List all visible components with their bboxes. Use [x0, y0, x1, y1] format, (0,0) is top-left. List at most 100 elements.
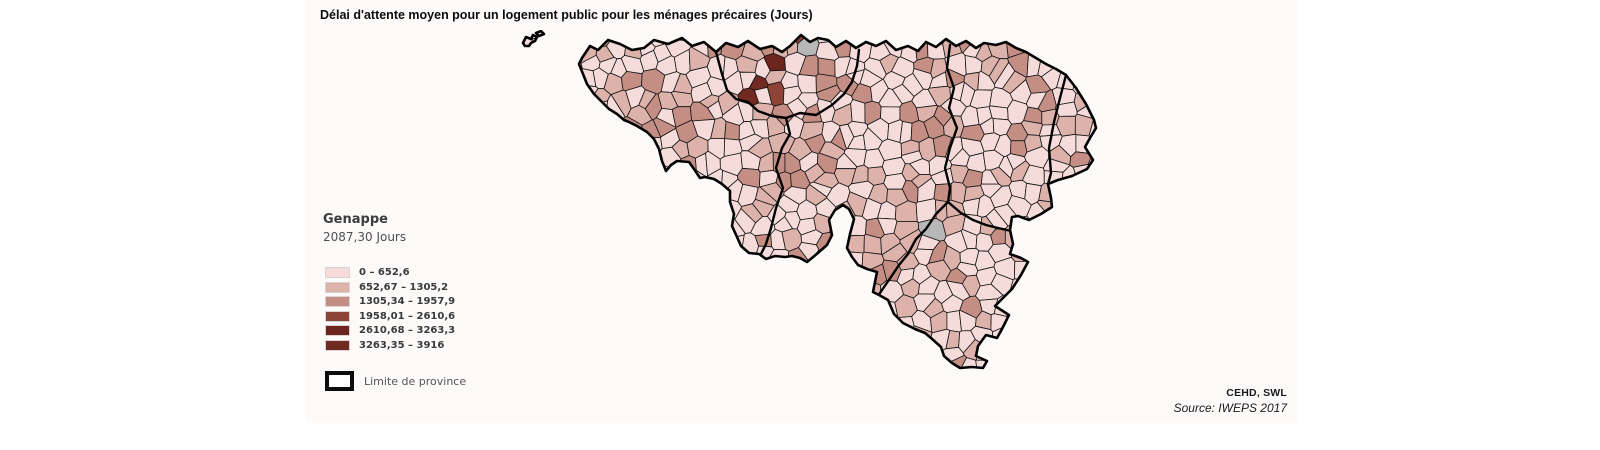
commune-cell[interactable]	[676, 200, 700, 222]
commune-cell[interactable]	[834, 328, 859, 347]
commune-cell[interactable]	[520, 89, 535, 115]
commune-cell[interactable]	[850, 363, 866, 370]
commune-cell[interactable]	[668, 331, 689, 352]
commune-cell[interactable]	[967, 30, 993, 44]
commune-cell[interactable]	[520, 181, 539, 202]
commune-cell[interactable]	[624, 216, 639, 242]
commune-cell[interactable]	[520, 101, 536, 120]
commune-cell[interactable]	[895, 30, 918, 47]
commune-cell[interactable]	[782, 311, 804, 333]
commune-cell[interactable]	[565, 247, 584, 266]
commune-cell[interactable]	[1087, 196, 1100, 214]
commune-cell[interactable]	[730, 30, 763, 42]
commune-cell[interactable]	[653, 264, 672, 283]
commune-cell[interactable]	[620, 293, 643, 318]
commune-cell[interactable]	[676, 179, 696, 202]
commune-cell[interactable]	[685, 248, 706, 272]
commune-cell[interactable]	[818, 260, 842, 277]
commune-cell[interactable]	[621, 341, 645, 366]
commune-cell[interactable]	[802, 312, 823, 334]
commune-cell[interactable]	[607, 263, 631, 283]
commune-cell[interactable]	[560, 131, 580, 150]
commune-cell[interactable]	[530, 258, 551, 281]
commune-cell[interactable]	[527, 316, 552, 334]
commune-cell[interactable]	[526, 56, 554, 82]
commune-cell[interactable]	[690, 260, 713, 287]
commune-cell[interactable]	[1076, 262, 1097, 284]
commune-cell[interactable]	[1009, 30, 1028, 43]
commune-cell[interactable]	[628, 184, 648, 213]
commune-cell[interactable]	[760, 358, 788, 370]
commune-cell[interactable]	[637, 298, 662, 321]
commune-cell[interactable]	[674, 249, 692, 273]
commune-cell[interactable]	[640, 232, 660, 252]
commune-cell[interactable]	[689, 30, 714, 44]
commune-cell[interactable]	[1042, 241, 1062, 267]
commune-cell[interactable]	[1046, 33, 1062, 61]
commune-cell[interactable]	[817, 57, 836, 77]
commune-cell[interactable]	[1092, 68, 1101, 93]
commune-cell[interactable]	[593, 274, 616, 297]
commune-cell[interactable]	[1057, 30, 1095, 39]
commune-cell[interactable]	[545, 198, 566, 217]
commune-cell[interactable]	[609, 221, 627, 238]
commune-cell[interactable]	[673, 344, 693, 365]
commune-cell[interactable]	[547, 233, 568, 250]
commune-cell[interactable]	[1076, 230, 1097, 249]
commune-cell[interactable]	[857, 359, 885, 370]
commune-cell[interactable]	[723, 310, 743, 332]
commune-cell[interactable]	[1090, 56, 1100, 72]
commune-cell[interactable]	[533, 99, 552, 117]
commune-cell[interactable]	[643, 348, 663, 367]
commune-cell[interactable]	[670, 265, 692, 285]
commune-cell[interactable]	[1052, 312, 1072, 331]
commune-cell[interactable]	[1036, 360, 1061, 370]
commune-cell[interactable]	[912, 363, 936, 370]
commune-cell[interactable]	[1092, 340, 1100, 370]
commune-cell[interactable]	[674, 276, 698, 299]
commune-cell[interactable]	[1027, 330, 1053, 350]
commune-cell[interactable]	[750, 262, 770, 285]
commune-cell[interactable]	[962, 197, 981, 216]
commune-cell[interactable]	[528, 246, 547, 269]
commune-cell[interactable]	[650, 288, 677, 314]
commune-cell[interactable]	[1007, 330, 1030, 348]
commune-cell[interactable]	[689, 313, 712, 336]
commune-cell[interactable]	[587, 149, 610, 171]
commune-cell[interactable]	[676, 234, 700, 253]
commune-cell[interactable]	[559, 147, 579, 168]
commune-cell[interactable]	[531, 277, 553, 301]
commune-cell[interactable]	[1076, 43, 1097, 64]
commune-cell[interactable]	[575, 278, 596, 300]
commune-cell[interactable]	[520, 193, 534, 219]
commune-cell[interactable]	[848, 30, 870, 42]
commune-cell[interactable]	[993, 346, 1015, 370]
commune-cell[interactable]	[527, 171, 551, 190]
commune-cell[interactable]	[707, 295, 729, 317]
commune-cell[interactable]	[656, 275, 679, 296]
commune-cell[interactable]	[786, 345, 809, 368]
commune-cell[interactable]	[797, 332, 822, 353]
commune-cell[interactable]	[753, 330, 775, 351]
commune-cell[interactable]	[560, 297, 581, 318]
commune-cell[interactable]	[836, 309, 857, 330]
commune-cell[interactable]	[655, 237, 679, 255]
commune-cell[interactable]	[852, 326, 873, 348]
commune-cell[interactable]	[707, 268, 728, 285]
commune-cell[interactable]	[790, 281, 804, 304]
commune-cell[interactable]	[619, 360, 645, 370]
commune-cell[interactable]	[629, 134, 647, 157]
commune-cell[interactable]	[531, 204, 552, 226]
commune-cell[interactable]	[545, 51, 568, 75]
commune-cell[interactable]	[1094, 43, 1100, 58]
commune-cell[interactable]	[578, 180, 602, 201]
commune-cell[interactable]	[878, 30, 907, 41]
commune-cell[interactable]	[545, 30, 569, 41]
commune-cell[interactable]	[543, 214, 564, 236]
commune-cell[interactable]	[532, 116, 552, 137]
commune-cell[interactable]	[672, 363, 723, 370]
commune-cell[interactable]	[546, 36, 563, 56]
commune-cell[interactable]	[1030, 30, 1060, 40]
commune-cell[interactable]	[559, 40, 583, 59]
commune-cell[interactable]	[576, 246, 594, 265]
